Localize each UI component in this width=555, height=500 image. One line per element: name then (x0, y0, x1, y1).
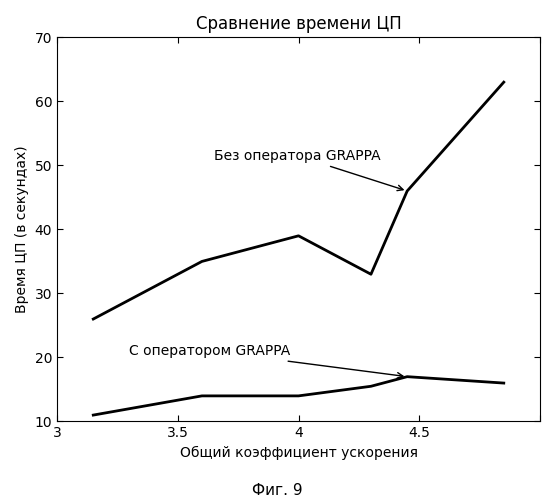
Title: Сравнение времени ЦП: Сравнение времени ЦП (196, 15, 401, 33)
Text: Фиг. 9: Фиг. 9 (252, 483, 303, 498)
Text: С оператором GRAPPA: С оператором GRAPPA (129, 344, 403, 378)
Text: Без оператора GRAPPA: Без оператора GRAPPA (214, 149, 403, 190)
X-axis label: Общий коэффициент ускорения: Общий коэффициент ускорения (179, 446, 417, 460)
Y-axis label: Время ЦП (в секундах): Время ЦП (в секундах) (15, 146, 29, 313)
